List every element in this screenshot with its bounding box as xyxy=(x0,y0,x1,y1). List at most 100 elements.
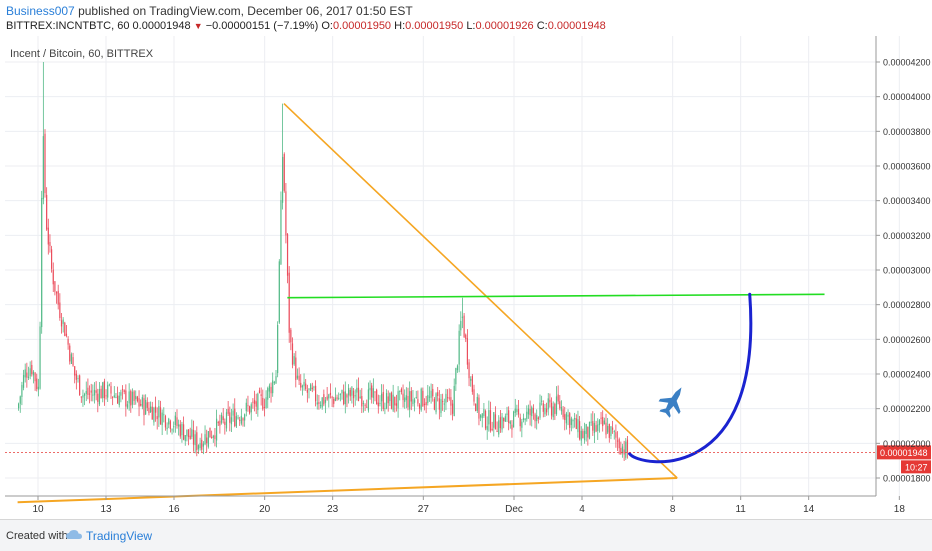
candle-body xyxy=(244,414,246,421)
candle-body xyxy=(438,398,440,410)
candle-body xyxy=(493,412,495,428)
candle-body xyxy=(44,133,46,194)
x-tick-label: Dec xyxy=(505,504,523,515)
candle-body xyxy=(293,356,295,365)
candle-body xyxy=(131,391,134,405)
candle-body xyxy=(390,392,393,409)
candle-body xyxy=(458,330,460,365)
candle-body xyxy=(608,424,610,438)
author-link[interactable]: Business007 xyxy=(6,4,75,18)
candle-body xyxy=(67,338,69,345)
candle-body xyxy=(153,407,155,423)
y-tick-label: 0.00003000 xyxy=(883,266,931,276)
candle-body xyxy=(130,390,132,406)
candle-body xyxy=(529,409,531,416)
candle-body xyxy=(88,393,91,395)
candle-body xyxy=(219,420,221,426)
candle-body xyxy=(286,234,289,276)
candle-body xyxy=(65,333,68,336)
candle-body xyxy=(587,426,589,438)
candle-body xyxy=(620,447,622,455)
x-tick-label: 13 xyxy=(100,504,112,515)
candle-body xyxy=(514,408,516,413)
candle-body xyxy=(192,430,195,445)
x-tick-label: 14 xyxy=(803,504,815,515)
candle-body xyxy=(169,421,171,430)
tradingview-brand-link[interactable]: TradingView xyxy=(86,529,153,543)
candle-body xyxy=(277,324,279,374)
candle-body xyxy=(432,388,434,397)
candle-body xyxy=(328,394,330,399)
candle-body xyxy=(80,396,82,398)
candle-body xyxy=(235,416,237,427)
candle-body xyxy=(239,419,241,421)
current-price-tag xyxy=(877,445,931,460)
candle-body xyxy=(524,419,526,421)
candle-body xyxy=(296,375,299,379)
candle-body xyxy=(526,411,528,420)
candle-body xyxy=(140,403,142,406)
candle-body xyxy=(397,391,399,409)
candle-body xyxy=(336,397,338,400)
candle-body xyxy=(536,415,538,422)
candle-body xyxy=(166,427,168,430)
candle-body xyxy=(267,388,269,400)
candle-body xyxy=(404,397,406,402)
candle-body xyxy=(394,396,396,406)
candle-body xyxy=(569,413,571,428)
candle-body xyxy=(98,389,101,405)
ohlc-line: BITTREX:INCNTBTC, 60 0.00001948 ▼ −0.000… xyxy=(6,20,606,32)
candle-body xyxy=(247,405,249,407)
candle-body xyxy=(310,384,312,391)
candle-body xyxy=(62,319,64,324)
candle-body xyxy=(295,357,297,381)
y-tick-label: 0.00003800 xyxy=(883,127,931,137)
candle-body xyxy=(565,413,567,424)
candle-body xyxy=(531,407,533,417)
candle-body xyxy=(486,426,488,430)
candle-body xyxy=(204,434,206,445)
candle-body xyxy=(610,426,612,436)
candle-body xyxy=(75,373,77,380)
candle-body xyxy=(471,376,473,392)
candle-body xyxy=(371,385,373,398)
candle-body xyxy=(19,396,21,404)
candle-body xyxy=(189,435,191,439)
candle-body xyxy=(603,420,605,425)
y-tick-label: 0.00002400 xyxy=(883,370,931,380)
candle-body xyxy=(174,415,176,426)
candle-body xyxy=(112,396,114,398)
candle-body xyxy=(440,398,442,414)
candle-body xyxy=(352,390,355,399)
candle-body xyxy=(29,368,31,377)
candle-body xyxy=(625,441,627,458)
candle-body xyxy=(110,386,112,394)
candle-body xyxy=(258,390,261,393)
candle-body xyxy=(339,394,341,396)
candle-body xyxy=(176,417,178,427)
candle-body xyxy=(577,419,579,433)
candle-body xyxy=(534,414,536,422)
candle-body xyxy=(300,382,302,388)
candle-body xyxy=(400,388,402,392)
candle-body xyxy=(303,381,305,387)
candle-body xyxy=(272,380,274,394)
candle-body xyxy=(341,389,343,394)
candle-body xyxy=(105,395,107,397)
x-tick-label: 20 xyxy=(259,504,271,515)
candle-body xyxy=(74,366,76,376)
y-tick-label: 0.00003200 xyxy=(883,231,931,241)
y-tick-label: 0.00003600 xyxy=(883,162,931,172)
candle-body xyxy=(187,429,190,438)
candle-body xyxy=(146,402,148,408)
candle-body xyxy=(395,403,398,406)
candle-body xyxy=(513,411,515,428)
candle-body xyxy=(447,397,449,399)
candle-body xyxy=(466,338,468,365)
candle-body xyxy=(509,421,511,425)
candle-body xyxy=(415,397,417,399)
candle-body xyxy=(268,385,270,392)
candle-body xyxy=(324,399,327,403)
candle-body xyxy=(473,389,475,402)
